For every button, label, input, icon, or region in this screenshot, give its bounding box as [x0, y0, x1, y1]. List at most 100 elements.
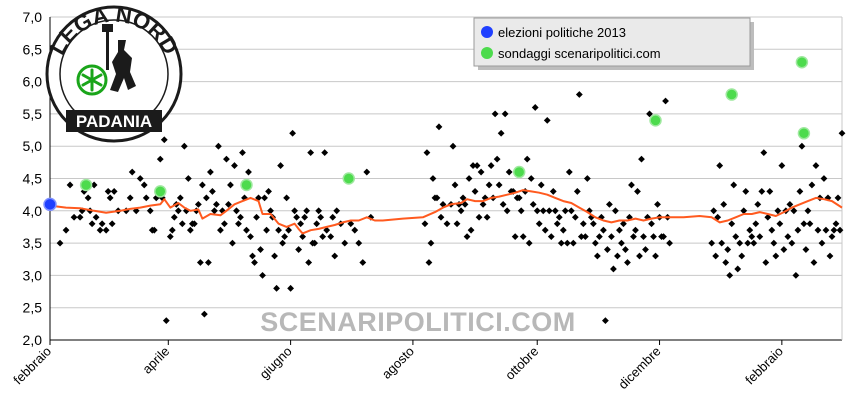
poll-point	[475, 213, 483, 221]
poll-point	[622, 246, 629, 253]
poll-point	[186, 226, 194, 234]
poll-point	[429, 175, 437, 182]
y-tick-label: 2,0	[23, 332, 43, 348]
poll-point	[531, 104, 539, 111]
poll-point	[487, 162, 495, 169]
poll-point	[724, 246, 732, 253]
poll-point	[211, 207, 218, 215]
poll-point	[299, 233, 307, 241]
y-tick-label: 7,0	[23, 9, 43, 25]
poll-point	[730, 181, 738, 189]
poll-point	[142, 194, 150, 202]
poll-point	[634, 188, 641, 195]
poll-point	[457, 207, 465, 215]
poll-point	[367, 213, 375, 221]
poll-point	[495, 181, 503, 189]
poll-point	[555, 213, 563, 221]
poll-point	[620, 220, 627, 228]
poll-point	[289, 129, 297, 137]
legend-label-polls: sondaggi scenaripolitici.com	[498, 46, 661, 61]
poll-point	[515, 194, 523, 202]
poll-point	[223, 155, 230, 163]
y-tick-label: 5,5	[23, 106, 43, 122]
poll-point	[742, 188, 750, 195]
poll-point	[251, 259, 258, 266]
poll-point	[209, 188, 216, 195]
y-tick-label: 3,0	[23, 267, 43, 283]
poll-point	[640, 233, 647, 241]
poll-point	[778, 162, 786, 169]
poll-point	[501, 110, 509, 118]
poll-point	[485, 181, 493, 189]
poll-point	[541, 226, 549, 234]
poll-point	[160, 136, 168, 144]
poll-point	[84, 194, 92, 202]
poll-point	[822, 226, 830, 234]
poll-point	[760, 149, 768, 157]
poll-point	[606, 200, 613, 208]
poll-point	[561, 207, 569, 215]
poll-point	[624, 259, 631, 266]
poll-point	[104, 188, 112, 195]
poll-point	[529, 200, 537, 208]
poll-point	[465, 175, 473, 182]
poll-point	[66, 181, 74, 189]
poll-point	[551, 207, 559, 215]
poll-point	[247, 233, 254, 241]
poll-point	[271, 252, 278, 260]
poll-point	[347, 220, 355, 228]
poll-point	[166, 233, 174, 241]
poll-point	[449, 142, 457, 150]
poll-point	[610, 265, 617, 273]
poll-point	[728, 220, 736, 228]
poll-point	[207, 168, 214, 176]
poll-point	[589, 220, 597, 228]
poll-point	[301, 213, 309, 221]
poll-point	[790, 207, 798, 215]
poll-point	[150, 226, 158, 234]
poll-point	[88, 220, 96, 228]
poll-point	[826, 252, 834, 260]
poll-point	[174, 207, 182, 215]
poll-point	[794, 226, 802, 234]
poll-point	[810, 259, 818, 266]
poll-point	[806, 220, 814, 228]
poll-point	[814, 226, 822, 234]
poll-point	[90, 181, 98, 189]
sondaggio-point	[795, 55, 809, 69]
poll-point	[533, 207, 541, 215]
poll-point	[213, 200, 220, 208]
y-tick-label: 4,0	[23, 203, 43, 219]
poll-point	[736, 239, 744, 247]
poll-point	[459, 194, 467, 202]
poll-point	[646, 110, 653, 118]
poll-point	[772, 252, 780, 260]
poll-point	[666, 239, 673, 247]
poll-point	[804, 207, 812, 215]
poll-point	[102, 226, 110, 234]
poll-point	[433, 194, 441, 202]
poll-point	[219, 207, 226, 215]
poll-point	[243, 226, 250, 234]
sondaggio-point	[797, 127, 811, 140]
poll-point	[467, 226, 475, 234]
poll-point	[774, 207, 782, 215]
poll-point	[277, 162, 284, 169]
sondaggio-point	[342, 172, 356, 185]
poll-point	[427, 239, 435, 247]
poll-point	[241, 194, 248, 202]
poll-point	[351, 226, 359, 234]
poll-point	[221, 220, 228, 228]
poll-point	[579, 220, 587, 228]
poll-point	[305, 259, 313, 266]
poll-point	[227, 181, 234, 189]
poll-point	[604, 246, 611, 253]
poll-point	[618, 239, 625, 247]
poll-point	[786, 200, 794, 208]
logo-sun-icon	[81, 68, 103, 92]
poll-point	[233, 207, 240, 215]
poll-point	[828, 233, 836, 241]
poll-point	[722, 259, 730, 266]
poll-point	[215, 142, 222, 150]
poll-point	[156, 155, 164, 163]
